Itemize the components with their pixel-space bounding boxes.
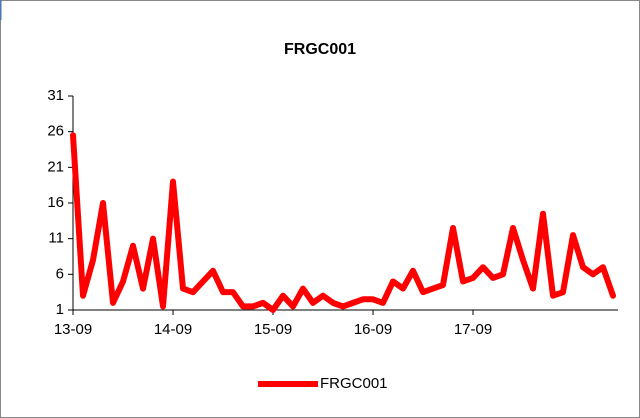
- y-tick-label: 31: [47, 87, 64, 104]
- y-tick-label: 21: [47, 158, 64, 175]
- y-tick-label: 26: [47, 123, 64, 140]
- chart-title: FRGC001: [284, 41, 356, 58]
- x-tick-label: 15-09: [254, 321, 292, 338]
- x-tick-label: 17-09: [454, 321, 492, 338]
- y-tick-label: 11: [48, 230, 64, 247]
- x-tick-label: 16-09: [354, 321, 392, 338]
- x-tick-label: 13-09: [54, 321, 92, 338]
- x-tick-label: 14-09: [154, 321, 192, 338]
- y-tick-label: 16: [47, 194, 64, 211]
- y-tick-label: 1: [56, 301, 64, 318]
- y-tick-label: 6: [56, 265, 64, 282]
- legend-label: FRGC001: [320, 375, 388, 392]
- data-line: [70, 132, 616, 313]
